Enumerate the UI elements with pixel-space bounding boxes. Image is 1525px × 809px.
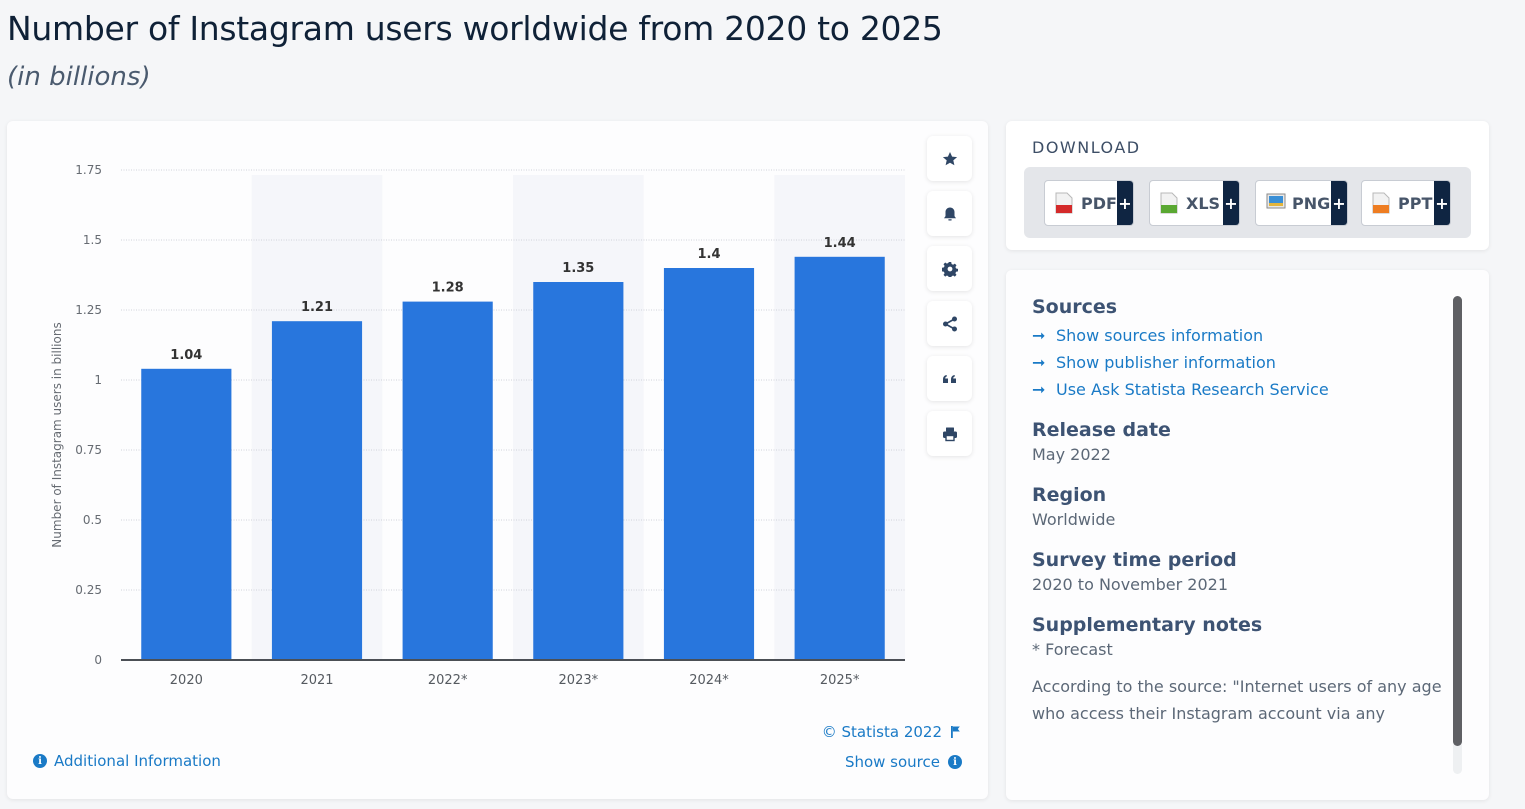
bar-2025[interactable] bbox=[794, 256, 885, 660]
supplementary-notes-text: According to the source: "Internet users… bbox=[1032, 677, 1442, 723]
print-button[interactable] bbox=[927, 411, 972, 456]
statistic-details-panel: Sources ➞ Show sources information ➞ Sho… bbox=[1006, 270, 1489, 800]
show-source-label: Show source bbox=[844, 753, 940, 771]
info-icon: i bbox=[33, 754, 47, 768]
ppt-file-icon bbox=[1372, 192, 1390, 214]
y-tick-label: 1 bbox=[94, 373, 102, 387]
data-label: 1.04 bbox=[170, 348, 202, 363]
y-tick-label: 0 bbox=[94, 653, 102, 667]
download-pdf-button[interactable]: PDF + bbox=[1044, 180, 1134, 226]
bar-2022[interactable] bbox=[402, 301, 493, 660]
png-file-icon bbox=[1266, 192, 1286, 214]
bar-2021[interactable] bbox=[271, 321, 363, 660]
copyright-text: © Statista 2022 bbox=[821, 723, 942, 741]
data-label: 1.35 bbox=[562, 261, 594, 276]
cite-button[interactable] bbox=[927, 356, 972, 401]
region-heading: Region bbox=[1032, 484, 1107, 506]
scrollbar-thumb[interactable] bbox=[1453, 296, 1462, 746]
sources-heading: Sources bbox=[1032, 296, 1118, 318]
y-tick-label: 0.5 bbox=[83, 513, 102, 527]
page-subtitle: (in billions) bbox=[7, 62, 151, 92]
flag-icon bbox=[951, 726, 960, 738]
additional-information-link[interactable]: i Additional Information bbox=[33, 752, 221, 770]
bar-2024[interactable] bbox=[663, 268, 755, 660]
data-label: 1.4 bbox=[697, 247, 720, 262]
plus-icon: + bbox=[1331, 181, 1347, 225]
plus-icon: + bbox=[1434, 181, 1450, 225]
xls-label: XLS bbox=[1186, 193, 1221, 213]
release-date-heading: Release date bbox=[1032, 419, 1171, 441]
supplementary-notes-heading: Supplementary notes bbox=[1032, 614, 1263, 636]
y-tick-label: 1.5 bbox=[83, 233, 102, 247]
share-icon bbox=[942, 316, 957, 331]
x-tick-label: 2025* bbox=[820, 673, 860, 688]
arrow-right-icon: ➞ bbox=[1032, 380, 1046, 399]
plus-icon: + bbox=[1223, 181, 1239, 225]
release-date-value: May 2022 bbox=[1032, 445, 1111, 464]
data-label: 1.44 bbox=[824, 236, 856, 251]
settings-button[interactable] bbox=[927, 246, 972, 291]
xls-file-icon bbox=[1160, 192, 1178, 214]
bar-chart: 0 0.25 0.5 0.75 1 1.25 1.5 1.75 1.04 1.21 1.28 1.3… bbox=[50, 163, 905, 688]
plus-icon: + bbox=[1117, 181, 1133, 225]
print-icon bbox=[942, 427, 957, 441]
link-label: Show publisher information bbox=[1056, 353, 1276, 372]
y-tick-label: 0.25 bbox=[75, 583, 102, 597]
additional-information-label: Additional Information bbox=[54, 752, 221, 770]
x-tick-label: 2022* bbox=[428, 673, 468, 688]
copyright-link[interactable]: © Statista 2022 bbox=[822, 723, 962, 741]
y-axis-label: Number of Instagram users in billions bbox=[50, 322, 64, 547]
pdf-file-icon bbox=[1055, 192, 1073, 214]
show-publisher-link[interactable]: ➞ Show publisher information bbox=[1032, 349, 1442, 376]
data-label: 1.28 bbox=[432, 281, 464, 296]
y-tick-label: 1.25 bbox=[75, 303, 102, 317]
arrow-right-icon: ➞ bbox=[1032, 353, 1046, 372]
show-source-link[interactable]: Show source i bbox=[845, 753, 962, 771]
download-buttons: PDF + XLS + PNG + PPT + bbox=[1024, 167, 1471, 238]
favorite-button[interactable] bbox=[927, 136, 972, 181]
ppt-label: PPT bbox=[1398, 193, 1433, 213]
pdf-label: PDF bbox=[1081, 193, 1117, 213]
bar-2020[interactable] bbox=[141, 368, 232, 660]
link-label: Use Ask Statista Research Service bbox=[1056, 380, 1329, 399]
show-sources-link[interactable]: ➞ Show sources information bbox=[1032, 322, 1442, 349]
region-value: Worldwide bbox=[1032, 510, 1116, 529]
star-icon bbox=[942, 151, 957, 165]
download-panel: DOWNLOAD PDF + XLS + PNG + P bbox=[1006, 121, 1489, 250]
link-label: Show sources information bbox=[1056, 326, 1264, 345]
supplementary-notes-value: * Forecast bbox=[1032, 640, 1113, 659]
gear-icon bbox=[941, 261, 958, 277]
survey-period-heading: Survey time period bbox=[1032, 549, 1237, 571]
scrollbar-track[interactable] bbox=[1453, 296, 1462, 774]
download-title: DOWNLOAD bbox=[1032, 138, 1141, 157]
ask-statista-link[interactable]: ➞ Use Ask Statista Research Service bbox=[1032, 376, 1442, 403]
download-xls-button[interactable]: XLS + bbox=[1149, 180, 1240, 226]
share-button[interactable] bbox=[927, 301, 972, 346]
page-title: Number of Instagram users worldwide from… bbox=[7, 9, 943, 48]
chart-toolbar bbox=[927, 136, 972, 466]
bar-2023[interactable] bbox=[533, 282, 624, 660]
notification-button[interactable] bbox=[927, 191, 972, 236]
x-tick-label: 2020 bbox=[170, 673, 203, 688]
png-label: PNG bbox=[1292, 193, 1331, 213]
survey-period-value: 2020 to November 2021 bbox=[1032, 575, 1228, 594]
x-tick-label: 2021 bbox=[300, 673, 333, 688]
arrow-right-icon: ➞ bbox=[1032, 326, 1046, 345]
y-tick-label: 1.75 bbox=[75, 163, 102, 177]
data-label: 1.21 bbox=[301, 300, 333, 315]
chart-card: 0 0.25 0.5 0.75 1 1.25 1.5 1.75 1.04 1.21 1.28 1.3… bbox=[7, 121, 988, 799]
y-tick-label: 0.75 bbox=[75, 443, 102, 457]
x-tick-label: 2024* bbox=[689, 673, 729, 688]
quote-icon bbox=[942, 374, 956, 383]
download-png-button[interactable]: PNG + bbox=[1255, 180, 1348, 226]
x-tick-label: 2023* bbox=[559, 673, 599, 688]
info-icon: i bbox=[948, 755, 962, 769]
bell-icon bbox=[943, 207, 956, 220]
download-ppt-button[interactable]: PPT + bbox=[1361, 180, 1451, 226]
